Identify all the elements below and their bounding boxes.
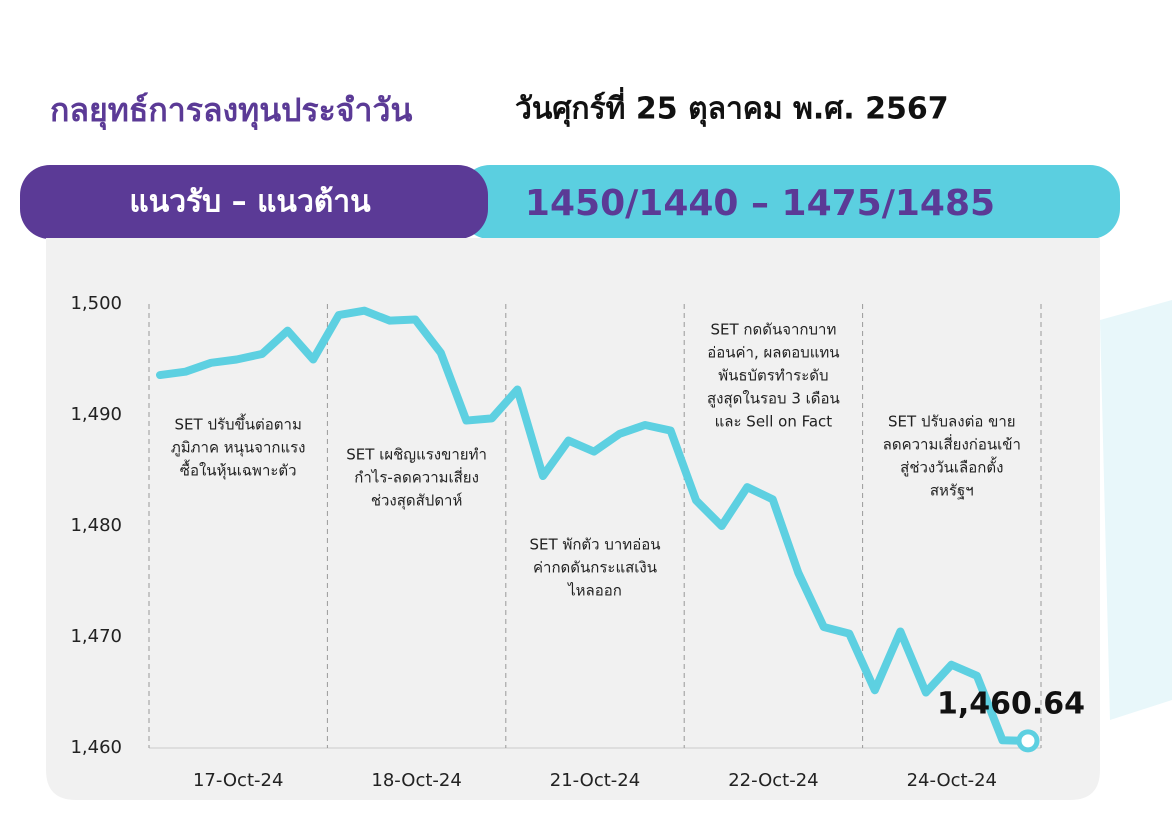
y-tick-label: 1,500 xyxy=(70,293,122,314)
annotation: อ่อนค่า, ผลตอบแทน xyxy=(707,344,839,362)
x-tick-label: 22-Oct-24 xyxy=(728,770,818,791)
title: กลยุทธ์การลงทุนประจำวัน xyxy=(50,91,412,131)
annotation: และ Sell on Fact xyxy=(715,413,833,431)
annotation: สหรัฐฯ xyxy=(930,482,974,500)
x-tick-label: 17-Oct-24 xyxy=(193,770,283,791)
annotation: ค่ากดดันกระแสเงิน xyxy=(533,559,657,577)
price-line xyxy=(156,306,1032,745)
value-label: 1,460.64 xyxy=(937,686,1085,721)
annotation: ไหลออก xyxy=(567,582,622,600)
last-point xyxy=(1016,729,1040,753)
level-label: แนวรับ – แนวต้าน xyxy=(129,185,371,220)
annotation: กำไร-ลดความเสี่ยง xyxy=(354,467,479,487)
x-tick-label: 24-Oct-24 xyxy=(907,770,997,791)
y-tick-label: 1,460 xyxy=(70,737,122,758)
x-tick-label: 21-Oct-24 xyxy=(550,770,640,791)
date: วันศุกร์ที่ 25 ตุลาคม พ.ศ. 2567 xyxy=(515,87,949,128)
annotation: SET พักตัว บาทอ่อน xyxy=(530,536,661,554)
annotation: ภูมิภาค หนุนจากแรง xyxy=(171,439,306,458)
y-tick-label: 1,470 xyxy=(70,626,122,647)
annotation: ซื้อในหุ้นเฉพาะตัว xyxy=(180,460,297,481)
annotation: SET ปรับขึ้นต่อตาม xyxy=(175,414,302,434)
y-tick-label: 1,480 xyxy=(70,515,122,536)
annotation: สูงสุดในรอบ 3 เดือน xyxy=(707,390,840,409)
annotation: สู่ช่วงวันเลือกตั้ง xyxy=(900,457,1003,477)
y-tick-label: 1,490 xyxy=(70,404,122,425)
annotation: ลดความเสี่ยงก่อนเข้า xyxy=(883,434,1021,454)
levels-banner xyxy=(460,165,1120,239)
chart-panel xyxy=(46,238,1100,800)
annotation: SET ปรับลงต่อ ขาย xyxy=(888,413,1016,431)
annotation: SET กดดันจากบาท xyxy=(710,321,836,339)
decor xyxy=(1100,300,1172,720)
x-tick-label: 18-Oct-24 xyxy=(371,770,461,791)
label-banner xyxy=(20,165,488,239)
annotation: ช่วงสุดสัปดาห์ xyxy=(371,492,463,511)
annotation: พันธบัตรทำระดับ xyxy=(718,367,828,385)
levels: 1450/1440 – 1475/1485 xyxy=(525,183,995,224)
annotation: SET เผชิญแรงขายทำ xyxy=(346,446,487,464)
